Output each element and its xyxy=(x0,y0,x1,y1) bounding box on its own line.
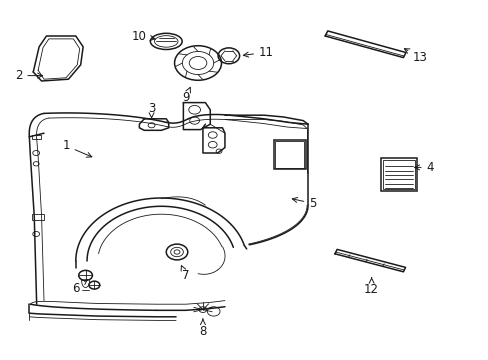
Text: 8: 8 xyxy=(199,319,206,338)
Bar xyxy=(32,135,41,139)
Bar xyxy=(275,141,304,168)
Text: 9: 9 xyxy=(182,87,190,104)
Text: 10: 10 xyxy=(132,30,155,42)
Text: 7: 7 xyxy=(181,266,189,282)
Text: 1: 1 xyxy=(62,139,92,157)
Text: 6: 6 xyxy=(72,279,87,294)
Text: 4: 4 xyxy=(414,161,433,174)
Bar xyxy=(383,160,414,189)
Bar xyxy=(381,158,416,191)
Text: 12: 12 xyxy=(364,278,378,296)
Text: 5: 5 xyxy=(292,197,316,210)
Text: 3: 3 xyxy=(147,102,155,118)
Text: 11: 11 xyxy=(243,46,273,59)
Bar xyxy=(32,214,44,220)
Bar xyxy=(273,140,305,169)
Text: 13: 13 xyxy=(404,49,427,64)
Text: 2: 2 xyxy=(15,69,42,82)
